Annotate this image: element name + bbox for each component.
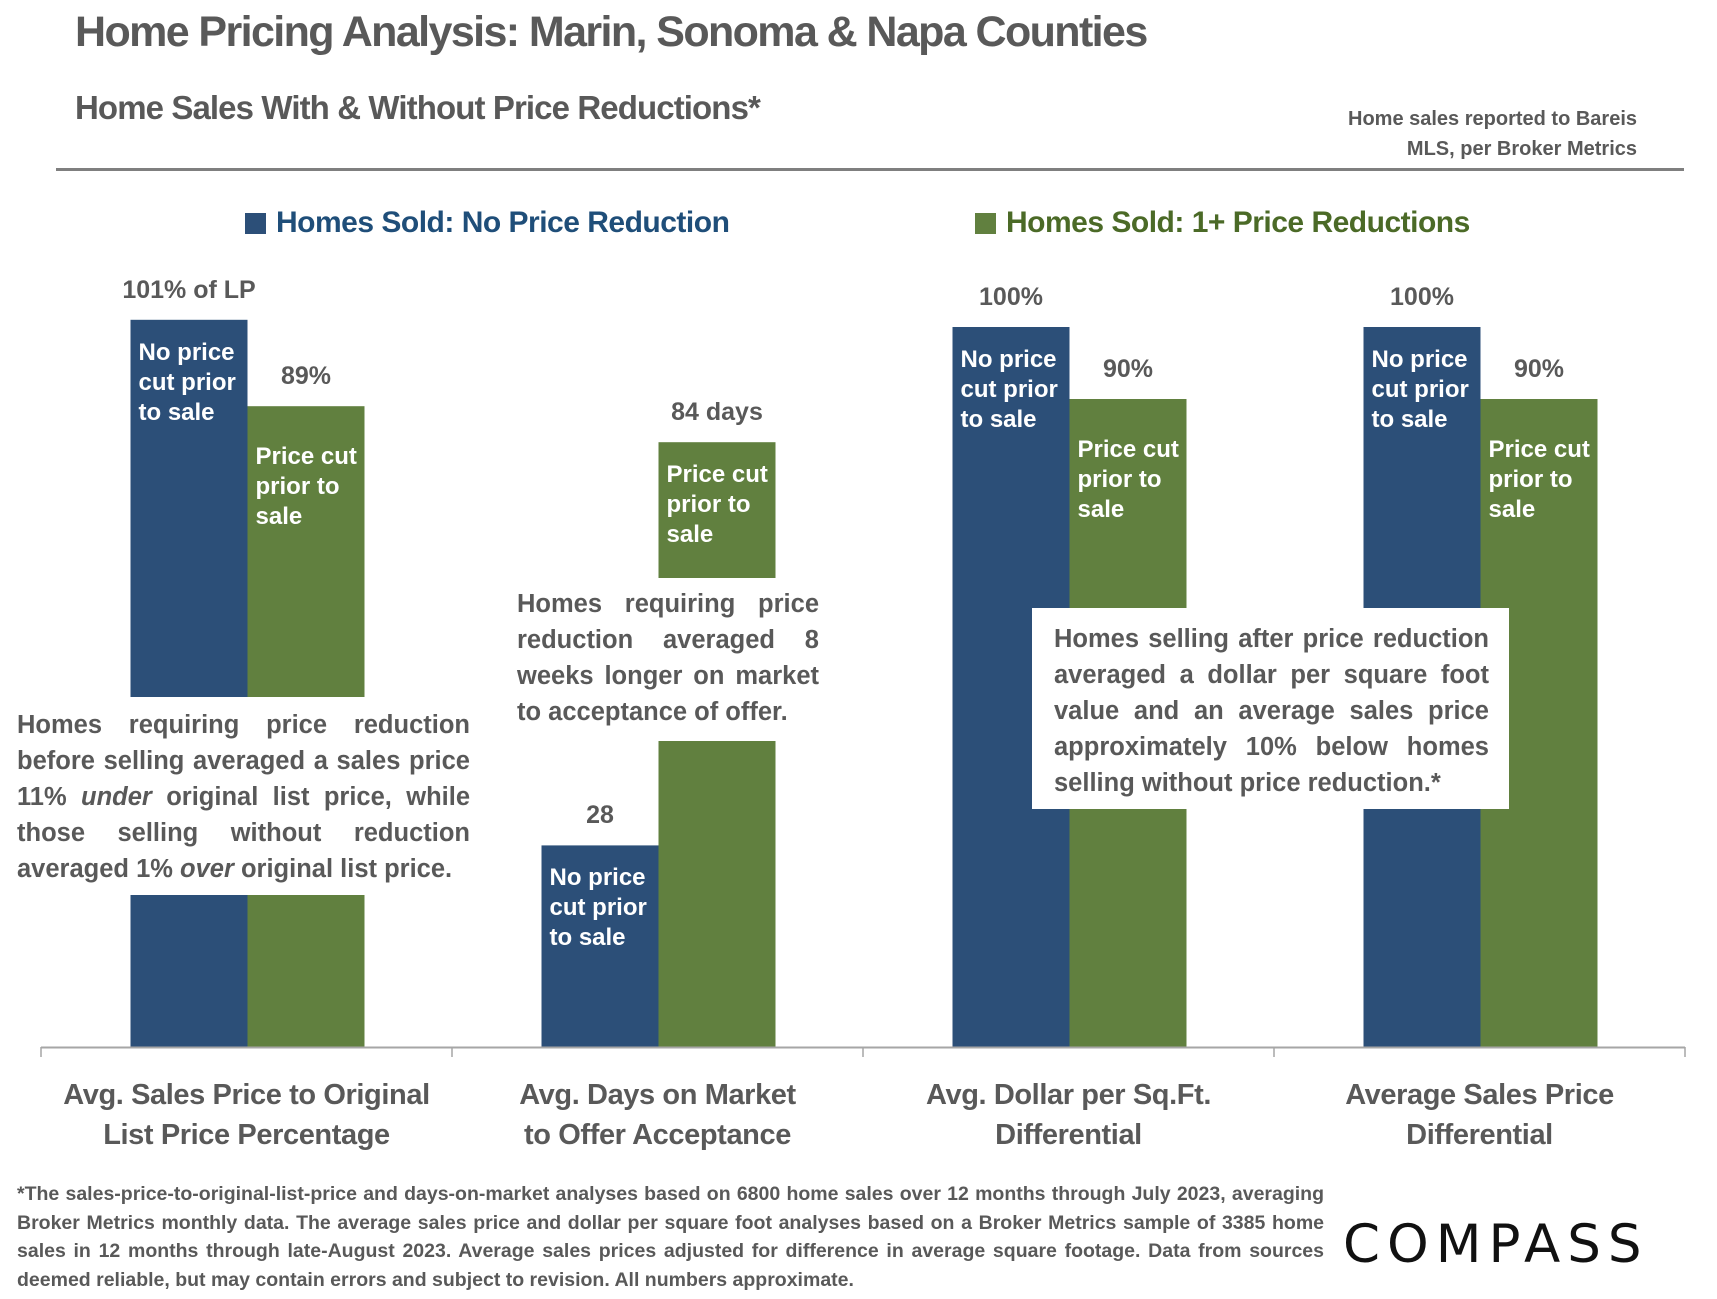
- legend-swatch-green: [975, 212, 996, 234]
- source-note: Home sales reported to Bareis MLS, per B…: [1237, 104, 1637, 164]
- legend-item-no-reduction: Homes Sold: No Price Reduction: [245, 206, 730, 240]
- note-emphasis-over: over: [180, 855, 234, 883]
- note-emphasis-under: under: [81, 783, 152, 811]
- bar-inner-label-line: prior to: [666, 491, 751, 519]
- data-label: 100%: [1390, 283, 1454, 311]
- compass-logo: COMPASS: [1343, 1214, 1649, 1275]
- bar-inner-label-line: No price: [138, 338, 235, 366]
- data-label: 89%: [280, 362, 332, 391]
- bar-inner-label-line: Price cut: [1077, 436, 1179, 463]
- bar-price-reduction: [658, 442, 776, 1047]
- note-list-price: Homes requiring price reduction before s…: [12, 697, 475, 895]
- bar-inner-label: No price cut prior to sale: [139, 338, 236, 428]
- x-tick-label-line: Avg. Dollar per Sq.Ft.: [926, 1079, 1211, 1111]
- bar-inner-label-line: Price cut: [255, 443, 357, 471]
- bar-inner-label-line: No price: [960, 346, 1057, 373]
- bar-inner-label-line: sale: [255, 503, 303, 531]
- bar-inner-label-line: prior to: [1077, 466, 1162, 493]
- bar-inner-label: No price cut prior to sale: [1372, 345, 1469, 435]
- bar-inner-label-line: Price cut: [1488, 436, 1590, 463]
- bar-inner-label: Price cut prior to sale: [667, 460, 768, 550]
- bar-inner-label: Price cut prior to sale: [1489, 435, 1590, 525]
- x-tick-label: Average Sales Price Differential: [1274, 1075, 1685, 1155]
- bar-no-reduction: [541, 845, 659, 1047]
- x-tick-label-line: to Offer Acceptance: [524, 1119, 791, 1151]
- data-label: 90%: [1513, 355, 1565, 383]
- x-tick-label: Avg. Days on Market to Offer Acceptance: [452, 1075, 863, 1155]
- bar-inner-label-line: prior to: [1488, 466, 1573, 493]
- x-tick-label-line: List Price Percentage: [103, 1119, 390, 1151]
- bar-inner-label: No price cut prior to sale: [550, 863, 647, 953]
- bar-inner-label-line: No price: [1371, 346, 1468, 373]
- bar-inner-label-line: to sale: [549, 924, 626, 952]
- x-tick-label-line: Avg. Days on Market: [519, 1079, 796, 1111]
- bar-inner-label-line: No price: [549, 864, 646, 892]
- x-tick-label: Avg. Dollar per Sq.Ft. Differential: [863, 1075, 1274, 1155]
- x-tick-label-line: Average Sales Price: [1345, 1079, 1614, 1111]
- x-tick-label: Avg. Sales Price to Original List Price P…: [41, 1075, 452, 1155]
- bar-inner-label: No price cut prior to sale: [961, 345, 1058, 435]
- bar-inner-label-line: sale: [666, 521, 714, 549]
- note-price-differential: Homes selling after price reduction aver…: [1032, 608, 1509, 809]
- bar-inner-label-line: to sale: [138, 398, 215, 426]
- data-label: 100%: [979, 283, 1043, 311]
- x-tick-label-line: Differential: [1406, 1119, 1553, 1151]
- note-text: Homes requiring price reduction before s…: [17, 711, 470, 811]
- source-line-2: MLS, per Broker Metrics: [1406, 138, 1637, 160]
- bar-inner-label-line: sale: [1488, 496, 1536, 523]
- bar-inner-label-line: cut prior: [138, 368, 236, 396]
- bar-inner-label-line: cut prior: [1371, 376, 1469, 403]
- x-tick-label-line: Differential: [995, 1119, 1142, 1151]
- page-subtitle: Home Sales With & Without Price Reductio…: [75, 89, 761, 126]
- legend-swatch-blue: [245, 212, 266, 234]
- bar-inner-label-line: to sale: [960, 406, 1037, 433]
- bar-no-reduction: [130, 319, 248, 1047]
- bar-inner-label: Price cut prior to sale: [256, 442, 357, 532]
- legend-item-price-reduction: Homes Sold: 1+ Price Reductions: [975, 206, 1470, 240]
- x-tick-label-line: Avg. Sales Price to Original: [63, 1079, 430, 1111]
- note-text: original list price.: [233, 855, 453, 883]
- data-label: 28: [586, 801, 614, 830]
- bar-inner-label-line: cut prior: [960, 376, 1058, 403]
- bar-inner-label-line: sale: [1077, 496, 1125, 523]
- data-label: 90%: [1102, 355, 1154, 383]
- legend-label-price-reduction: Homes Sold: 1+ Price Reductions: [1006, 206, 1470, 239]
- legend-label-no-reduction: Homes Sold: No Price Reduction: [276, 206, 730, 239]
- header-divider: [56, 168, 1684, 171]
- bar-inner-label-line: to sale: [1371, 406, 1448, 433]
- note-days-on-market: Homes requiring price reduction averaged…: [512, 578, 822, 741]
- page-title: Home Pricing Analysis: Marin, Sonoma & N…: [75, 8, 1148, 56]
- data-label: 101% of LP: [122, 275, 256, 304]
- bar-inner-label-line: prior to: [255, 473, 340, 501]
- bar-inner-label-line: Price cut: [666, 461, 768, 489]
- data-label: 84 days: [671, 398, 763, 427]
- bar-inner-label-line: cut prior: [549, 894, 647, 922]
- source-line-1: Home sales reported to Bareis: [1348, 108, 1637, 130]
- bar-inner-label: Price cut prior to sale: [1078, 435, 1179, 525]
- footnote: *The sales-price-to-original-list-price …: [17, 1183, 1324, 1291]
- note-text: original list price, while those selling…: [17, 783, 470, 883]
